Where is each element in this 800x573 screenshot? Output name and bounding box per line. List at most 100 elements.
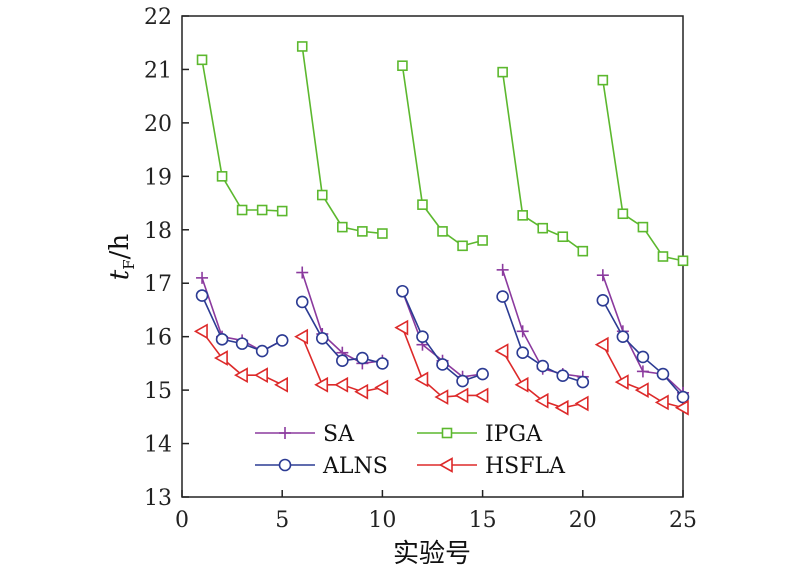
series-layer (193, 41, 690, 416)
data-point (377, 228, 388, 239)
series-line (602, 80, 684, 262)
data-point (275, 334, 289, 347)
data-point (614, 374, 629, 390)
data-point (637, 221, 649, 233)
y-axis-label-main: t (105, 269, 135, 280)
data-point (516, 325, 529, 338)
legend-label: HSFLA (485, 454, 566, 479)
data-point (196, 54, 208, 66)
data-point (476, 367, 489, 381)
data-point (441, 427, 453, 439)
data-point (279, 427, 291, 439)
data-point (256, 204, 268, 216)
series-alns (195, 284, 690, 404)
data-point (536, 359, 550, 373)
legend-item-sa: SA (255, 422, 355, 447)
legend-label: SA (323, 422, 355, 447)
data-point (396, 284, 409, 298)
data-point (474, 387, 489, 404)
data-point (674, 399, 689, 416)
legend-item-ipga: IPGA (417, 422, 543, 447)
data-point (457, 240, 468, 252)
data-point (357, 226, 368, 237)
y-tick-label: 13 (144, 486, 172, 511)
data-point (574, 395, 589, 412)
data-point (276, 205, 288, 217)
data-point (594, 336, 609, 353)
data-point (456, 374, 469, 388)
y-tick-label: 22 (144, 5, 172, 30)
x-tick-label: 20 (569, 508, 597, 533)
x-axis-label: 实验号 (393, 539, 471, 569)
data-point (576, 375, 590, 389)
data-point (597, 74, 609, 86)
data-point (617, 208, 629, 220)
data-point (677, 255, 689, 267)
data-point (477, 235, 488, 246)
data-point (314, 376, 329, 393)
data-point (356, 351, 369, 365)
data-point (656, 367, 670, 381)
data-point (374, 379, 389, 396)
data-point (376, 357, 389, 370)
data-point (334, 376, 349, 393)
y-axis-label: tF/h (105, 234, 138, 281)
data-point (315, 331, 329, 345)
data-point (416, 330, 429, 343)
y-tick-label: 16 (144, 326, 172, 351)
legend-item-alns: ALNS (255, 454, 388, 479)
data-point (537, 222, 549, 234)
y-tick-label: 15 (144, 379, 172, 404)
data-point (394, 319, 409, 336)
data-point (434, 389, 449, 405)
data-point (556, 369, 570, 382)
data-point (336, 354, 349, 368)
data-point (397, 60, 408, 72)
legend-label: ALNS (322, 454, 388, 479)
x-tick-label: 0 (175, 508, 189, 533)
data-point (354, 383, 369, 400)
y-tick-label: 14 (144, 433, 172, 458)
data-point (233, 367, 248, 384)
y-tick-label: 18 (144, 219, 172, 244)
y-axis-label-suffix: /h (105, 234, 135, 260)
x-tick-label: 5 (275, 508, 289, 533)
data-point (254, 367, 268, 384)
data-point (274, 376, 289, 393)
data-point (557, 231, 569, 243)
x-tick-label: 15 (469, 508, 497, 533)
x-tick-label: 10 (368, 508, 396, 533)
data-point (294, 328, 309, 345)
data-point (417, 199, 428, 210)
data-point (494, 343, 509, 359)
data-point (236, 204, 248, 216)
data-point (554, 399, 569, 416)
data-point (337, 221, 348, 233)
data-point (316, 189, 328, 201)
y-tick-label: 19 (144, 165, 172, 190)
data-point (496, 263, 509, 276)
data-point (255, 344, 269, 358)
data-point (436, 358, 449, 371)
data-point (235, 337, 249, 350)
data-point (596, 294, 610, 307)
data-point (278, 458, 292, 472)
series-line (301, 46, 383, 235)
data-point (213, 350, 228, 366)
data-point (296, 41, 308, 52)
data-point (654, 394, 669, 411)
data-point (616, 330, 630, 343)
data-point (295, 295, 309, 309)
y-tick-label: 21 (144, 58, 172, 83)
data-point (296, 266, 309, 279)
series-ipga (196, 41, 689, 267)
data-point (676, 390, 690, 404)
data-point (195, 289, 209, 302)
legend-label: IPGA (485, 422, 543, 447)
data-point (454, 387, 469, 404)
data-point (437, 226, 448, 237)
legend: SA IPGA ALNS HSFLA (255, 422, 566, 479)
data-point (517, 210, 528, 221)
data-point (193, 323, 208, 340)
